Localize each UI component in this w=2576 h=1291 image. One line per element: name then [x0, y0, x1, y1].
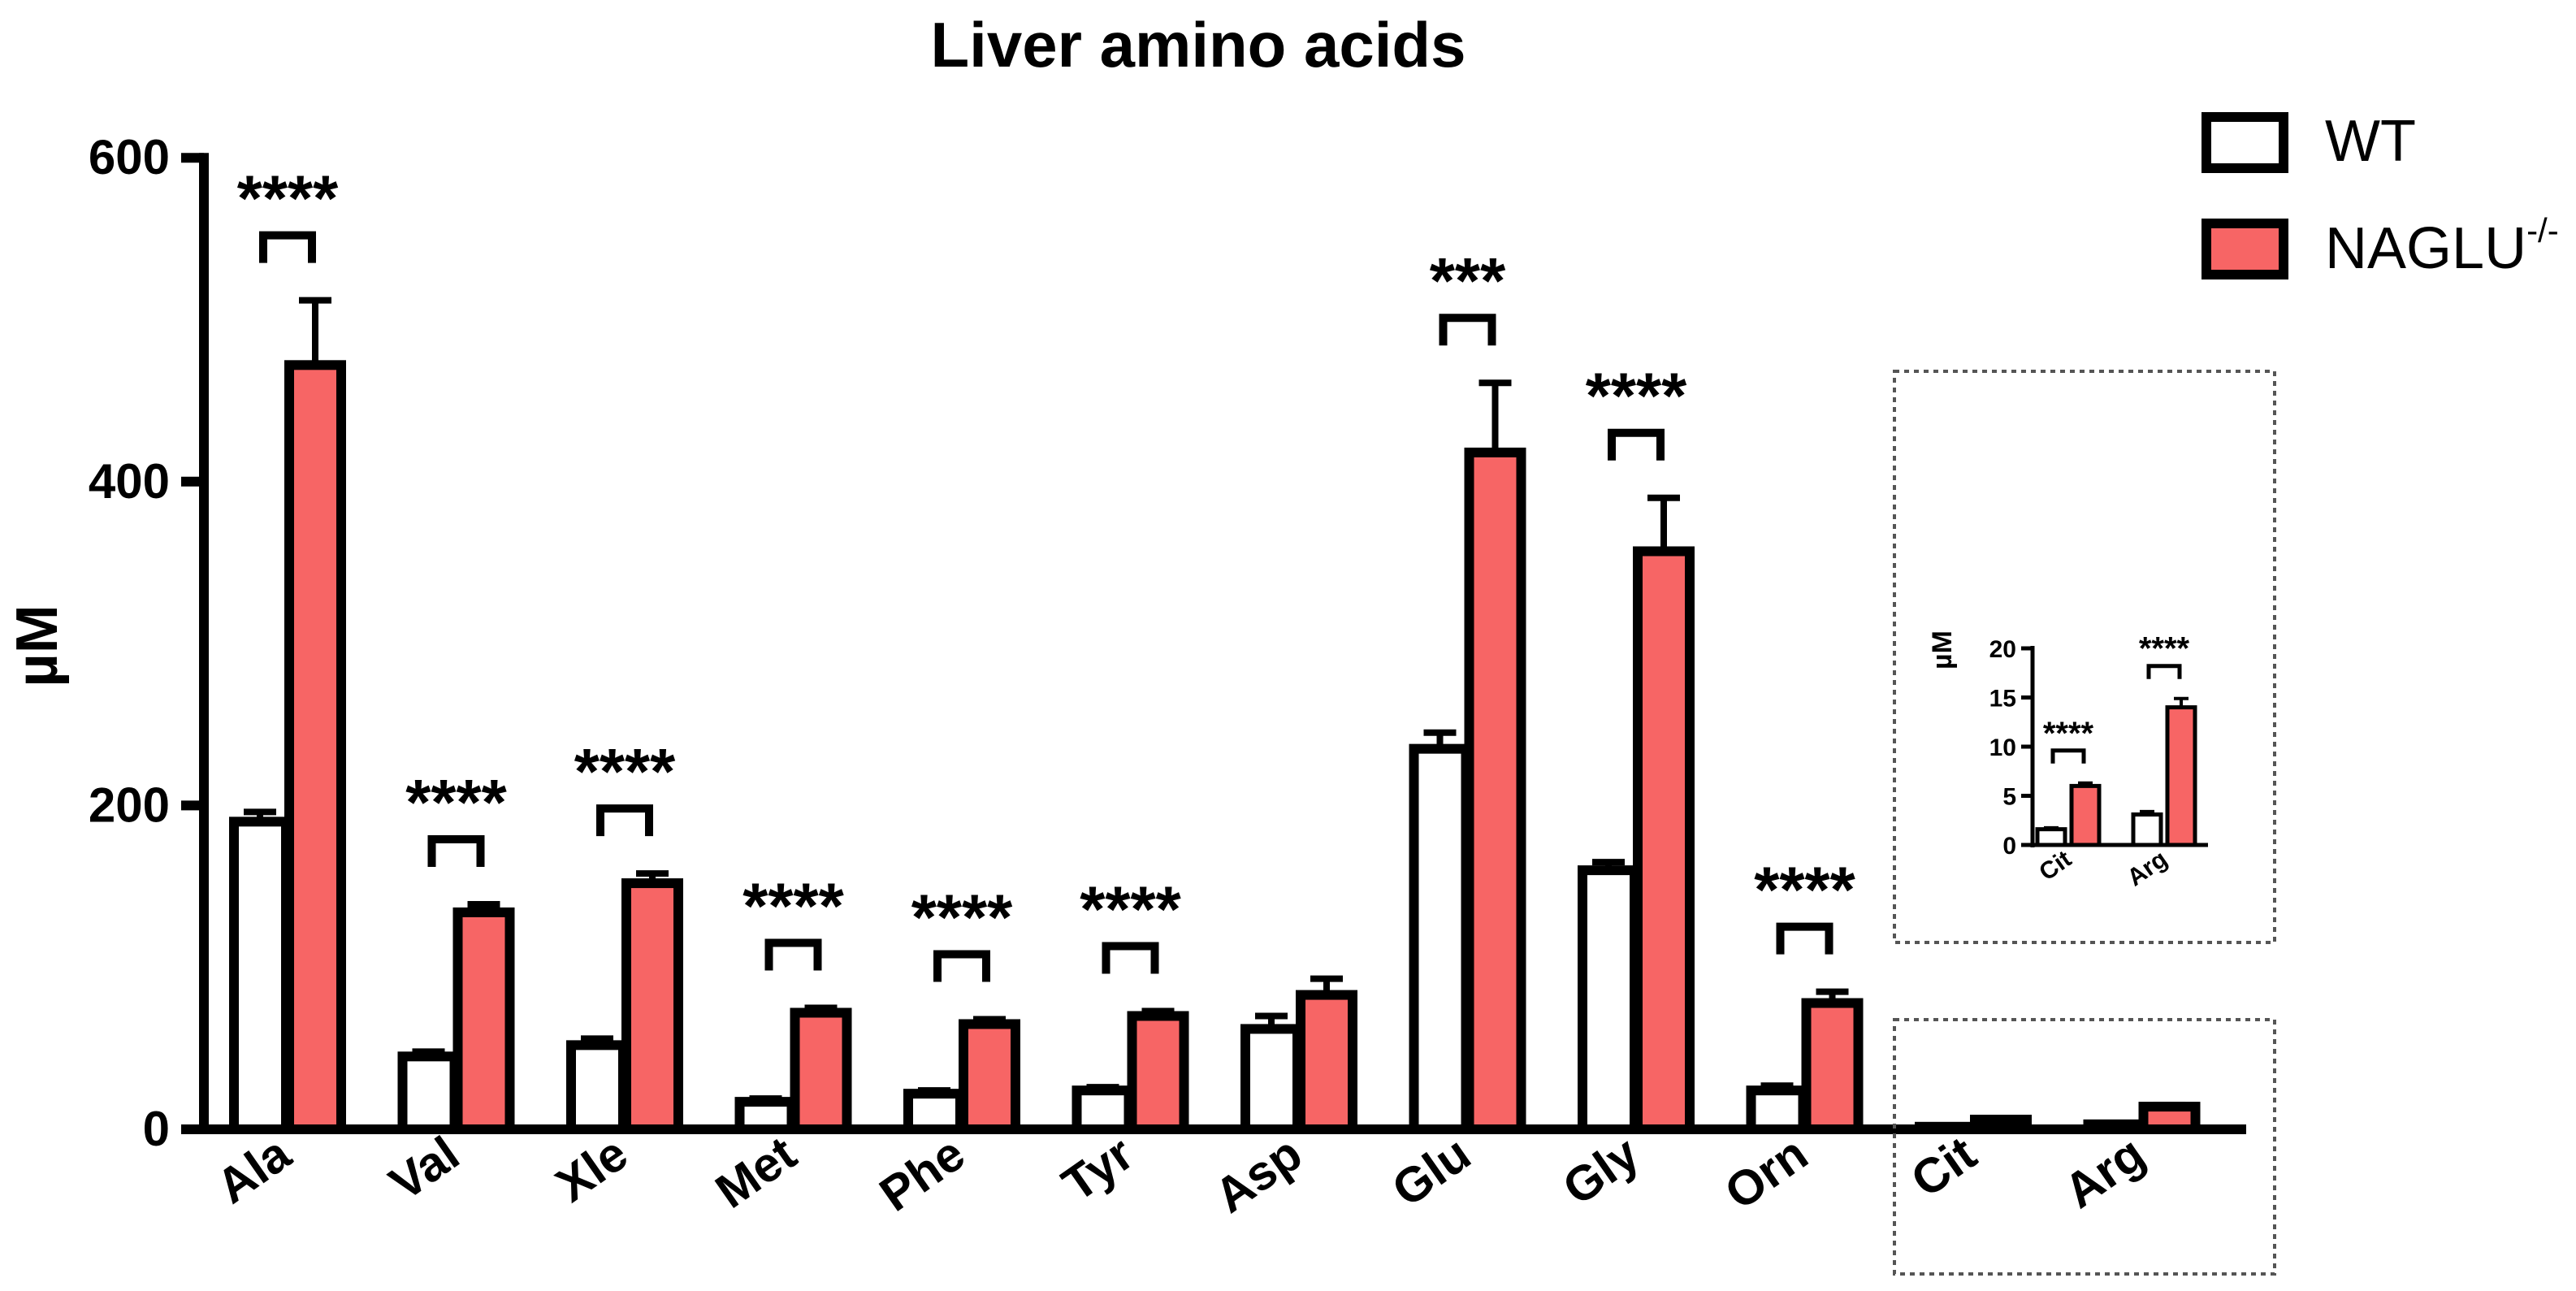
bar-asp-naglu	[1296, 990, 1357, 1135]
x-tick-label-orn: Orn	[1715, 1126, 1817, 1220]
bar-asp-wt	[1240, 1024, 1302, 1134]
x-tick-label-gly: Gly	[1553, 1125, 1649, 1215]
bar-orn-wt	[1746, 1085, 1808, 1134]
inset-x-tick-label-arg: Arg	[2123, 846, 2172, 892]
bar-phe-wt	[903, 1089, 965, 1135]
inset-bar-cit-naglu	[2069, 783, 2102, 847]
inset-sig-bracket-arg	[2146, 664, 2182, 679]
sig-label-phe: ****	[911, 881, 1013, 953]
bar-ala-naglu	[284, 360, 346, 1134]
bar-tyr-naglu	[1127, 1011, 1189, 1134]
inset-y-tick-label: 5	[2002, 784, 2016, 811]
inset-bar-arg-naglu	[2165, 705, 2197, 847]
bar-phe-naglu	[959, 1019, 1020, 1134]
legend-label-naglu-superscript: -/-	[2526, 211, 2559, 249]
inset-bar-arg-wt	[2131, 812, 2163, 847]
bar-gly-naglu	[1633, 546, 1695, 1134]
sig-bracket-xle	[596, 804, 653, 837]
bar-glu-wt	[1409, 743, 1471, 1135]
sig-label-ala: ****	[237, 162, 339, 235]
bar-glu-naglu	[1464, 447, 1526, 1134]
legend-label-naglu: NAGLU-/-	[2325, 211, 2559, 281]
bar-val-wt	[397, 1051, 460, 1134]
x-tick-label-xle: Xle	[546, 1126, 637, 1213]
bar-ala-wt	[229, 817, 291, 1135]
x-tick-label-tyr: Tyr	[1053, 1126, 1143, 1212]
x-tick-label-met: Met	[706, 1126, 806, 1219]
bar-xle-wt	[566, 1040, 628, 1135]
inset-sig-bracket-cit	[2050, 748, 2086, 764]
sig-label-xle: ****	[574, 735, 676, 808]
bar-met-naglu	[790, 1007, 852, 1135]
x-tick-label-asp: Asp	[1205, 1126, 1311, 1224]
x-tick-label-phe: Phe	[870, 1126, 975, 1222]
inset-y-tick-label: 15	[1989, 686, 2016, 713]
inset-y-tick-label: 10	[1989, 734, 2016, 761]
bar-cit-naglu	[1970, 1115, 2032, 1134]
sig-bracket-met	[764, 938, 822, 971]
y-axis-label: µM	[5, 604, 70, 687]
sig-bracket-gly	[1608, 428, 1665, 461]
bar-met-wt	[734, 1097, 797, 1135]
x-tick-label-cit: Cit	[1902, 1126, 1986, 1208]
inset-bar-cit-wt	[2035, 827, 2067, 847]
sig-label-tyr: ****	[1080, 873, 1181, 946]
legend-swatch-naglu	[2202, 219, 2288, 279]
bar-val-naglu	[452, 907, 515, 1134]
bar-cit-wt	[1915, 1121, 1976, 1134]
inset-y-tick-label: 20	[1989, 636, 2016, 663]
x-tick-label-val: Val	[379, 1126, 468, 1211]
legend-label-wt: WT	[2325, 109, 2416, 174]
sig-bracket-phe	[933, 950, 990, 982]
inset-sig-label-arg: ****	[2139, 631, 2190, 667]
y-tick-label: 400	[89, 454, 170, 509]
inset-y-axis-label: µM	[1927, 630, 1958, 669]
x-tick-label-arg: Arg	[2054, 1126, 2154, 1219]
bar-arg-naglu	[2138, 1102, 2201, 1135]
sig-bracket-orn	[1776, 922, 1834, 955]
y-tick-label: 600	[89, 130, 170, 184]
sig-bracket-glu	[1439, 314, 1496, 346]
y-tick-label: 200	[89, 778, 170, 832]
legend-label-naglu-main: NAGLU	[2325, 216, 2526, 281]
bar-arg-wt	[2083, 1119, 2145, 1134]
sig-label-val: ****	[405, 766, 507, 838]
sig-bracket-tyr	[1102, 942, 1159, 974]
inset-x-tick-label-cit: Cit	[2034, 846, 2076, 886]
y-tick-label: 0	[143, 1102, 170, 1156]
sig-label-orn: ****	[1754, 854, 1855, 926]
sig-label-gly: ****	[1586, 360, 1687, 432]
main-plot: 0200400600Ala****Val****Xle****Met****Ph…	[89, 130, 2246, 1224]
bar-tyr-wt	[1072, 1085, 1134, 1134]
bar-orn-naglu	[1801, 998, 1864, 1135]
legend: WT NAGLU-/-	[2202, 109, 2559, 281]
sig-label-met: ****	[742, 870, 844, 942]
sig-bracket-val	[427, 834, 485, 867]
legend-swatch-wt	[2202, 112, 2288, 173]
chart-title: Liver amino acids	[931, 9, 1466, 80]
sig-bracket-ala	[259, 231, 316, 263]
x-tick-label-ala: Ala	[207, 1125, 301, 1214]
bar-gly-wt	[1578, 865, 1639, 1134]
inset-sig-label-cit: ****	[2043, 716, 2094, 752]
cit-arg-highlight-frame	[1893, 1018, 2276, 1276]
inset-y-tick-label: 0	[2002, 833, 2016, 860]
inset-plot: µM 0 5 10 15 20 Cit **** Arg ****	[1927, 630, 2208, 891]
inset-frame	[1893, 370, 2276, 944]
bar-xle-naglu	[621, 878, 683, 1134]
x-tick-label-glu: Glu	[1383, 1126, 1480, 1217]
sig-label-glu: ***	[1430, 245, 1506, 317]
